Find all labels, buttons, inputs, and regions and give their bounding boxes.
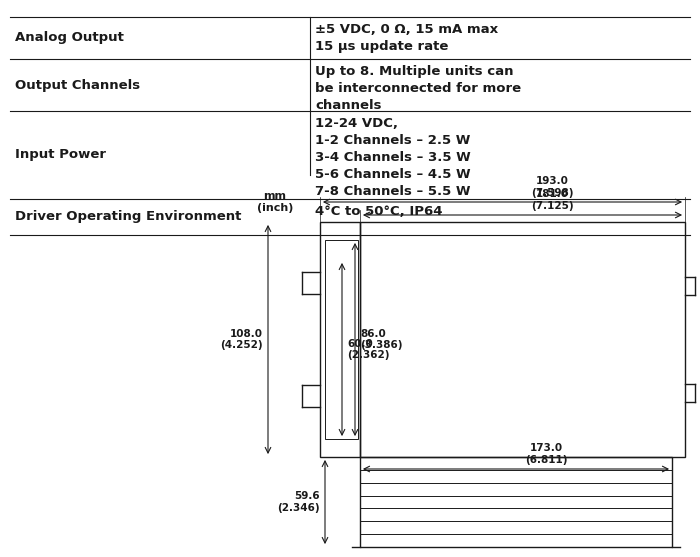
Text: 12-24 VDC,
1-2 Channels – 2.5 W
3-4 Channels – 3.5 W
5-6 Channels – 4.5 W
7-8 Ch: 12-24 VDC, 1-2 Channels – 2.5 W 3-4 Chan… — [315, 117, 470, 198]
Text: ±5 VDC, 0 Ω, 15 mA max
15 µs update rate: ±5 VDC, 0 Ω, 15 mA max 15 µs update rate — [315, 23, 498, 53]
Text: 4°C to 50°C, IP64: 4°C to 50°C, IP64 — [315, 205, 442, 218]
Bar — [320, 222, 360, 457]
Text: 86.0
(3.386): 86.0 (3.386) — [360, 329, 402, 350]
Text: 193.0
(7.598): 193.0 (7.598) — [531, 177, 574, 198]
Text: 59.6
(2.346): 59.6 (2.346) — [277, 491, 320, 513]
Text: 108.0
(4.252): 108.0 (4.252) — [220, 329, 263, 350]
Text: Driver Operating Environment: Driver Operating Environment — [15, 211, 241, 223]
Text: Input Power: Input Power — [15, 149, 106, 162]
Text: Analog Output: Analog Output — [15, 32, 124, 45]
Text: Up to 8. Multiple units can
be interconnected for more
channels: Up to 8. Multiple units can be interconn… — [315, 65, 521, 112]
Bar — [325, 240, 358, 439]
Text: mm
(inch): mm (inch) — [257, 191, 293, 213]
Bar — [360, 457, 672, 547]
Text: 173.0
(6.811): 173.0 (6.811) — [525, 443, 567, 465]
Text: 181.0
(7.125): 181.0 (7.125) — [531, 189, 574, 211]
Text: Output Channels: Output Channels — [15, 79, 140, 91]
Bar — [360, 222, 685, 457]
Text: 60.0
(2.362): 60.0 (2.362) — [347, 339, 389, 360]
